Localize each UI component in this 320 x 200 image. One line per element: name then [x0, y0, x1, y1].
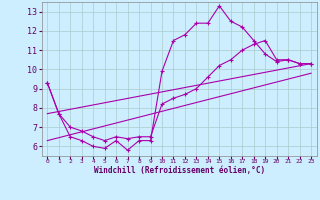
X-axis label: Windchill (Refroidissement éolien,°C): Windchill (Refroidissement éolien,°C): [94, 166, 265, 175]
